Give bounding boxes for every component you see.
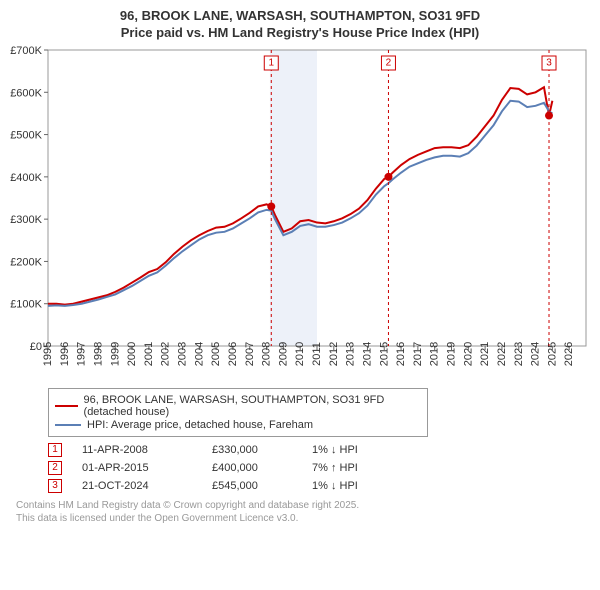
svg-text:2026: 2026 xyxy=(563,342,575,366)
svg-text:2012: 2012 xyxy=(328,342,340,366)
marker-number: 3 xyxy=(48,479,62,493)
title-line1: 96, BROOK LANE, WARSASH, SOUTHAMPTON, SO… xyxy=(8,8,592,25)
svg-text:2014: 2014 xyxy=(361,342,373,366)
svg-text:1996: 1996 xyxy=(59,342,71,366)
price-chart: £0 £100K £200K £300K £400K £500K £600K £700K 199… xyxy=(8,46,592,386)
svg-text:2013: 2013 xyxy=(345,342,357,366)
svg-text:2007: 2007 xyxy=(244,342,256,366)
credit-text: Contains HM Land Registry data © Crown c… xyxy=(16,499,592,525)
svg-text:£300K: £300K xyxy=(10,214,42,226)
svg-text:2001: 2001 xyxy=(143,342,155,366)
legend-label-series1: 96, BROOK LANE, WARSASH, SOUTHAMPTON, SO… xyxy=(84,394,421,418)
svg-text:2003: 2003 xyxy=(177,342,189,366)
svg-text:2018: 2018 xyxy=(429,342,441,366)
svg-text:2021: 2021 xyxy=(479,342,491,366)
svg-text:2017: 2017 xyxy=(412,342,424,366)
marker-row: 2 01-APR-2015 £400,000 7% ↑ HPI xyxy=(48,461,592,475)
svg-text:3: 3 xyxy=(546,57,552,68)
svg-text:£100K: £100K xyxy=(10,298,42,310)
marker-date: 11-APR-2008 xyxy=(82,444,192,456)
svg-text:£0: £0 xyxy=(30,341,42,353)
legend-label-series2: HPI: Average price, detached house, Fare… xyxy=(87,419,313,431)
marker-number: 2 xyxy=(48,461,62,475)
svg-text:£700K: £700K xyxy=(10,46,42,57)
svg-text:2009: 2009 xyxy=(277,342,289,366)
marker-date: 01-APR-2015 xyxy=(82,462,192,474)
svg-text:1995: 1995 xyxy=(42,342,54,366)
svg-text:2010: 2010 xyxy=(294,342,306,366)
marker-price: £330,000 xyxy=(212,444,292,456)
svg-text:1: 1 xyxy=(268,57,274,68)
svg-text:2025: 2025 xyxy=(546,342,558,366)
svg-text:2024: 2024 xyxy=(530,342,542,366)
svg-text:£400K: £400K xyxy=(10,172,42,184)
svg-text:2: 2 xyxy=(386,57,392,68)
marker-price: £400,000 xyxy=(212,462,292,474)
svg-text:£500K: £500K xyxy=(10,129,42,141)
legend-line-series2 xyxy=(55,424,81,426)
svg-text:1998: 1998 xyxy=(92,342,104,366)
svg-text:1997: 1997 xyxy=(76,342,88,366)
svg-text:2016: 2016 xyxy=(395,342,407,366)
marker-table: 1 11-APR-2008 £330,000 1% ↓ HPI 2 01-APR… xyxy=(48,443,592,493)
marker-date: 21-OCT-2024 xyxy=(82,480,192,492)
marker-row: 1 11-APR-2008 £330,000 1% ↓ HPI xyxy=(48,443,592,457)
svg-text:2002: 2002 xyxy=(160,342,172,366)
svg-text:2011: 2011 xyxy=(311,342,323,366)
svg-text:2023: 2023 xyxy=(513,342,525,366)
legend-line-series1 xyxy=(55,405,78,407)
marker-price: £545,000 xyxy=(212,480,292,492)
svg-text:2008: 2008 xyxy=(261,342,273,366)
svg-text:1999: 1999 xyxy=(109,342,121,366)
svg-text:2005: 2005 xyxy=(210,342,222,366)
marker-change: 1% ↓ HPI xyxy=(312,480,392,492)
title-line2: Price paid vs. HM Land Registry's House … xyxy=(8,25,592,42)
svg-text:2020: 2020 xyxy=(462,342,474,366)
svg-text:2004: 2004 xyxy=(193,342,205,366)
marker-change: 7% ↑ HPI xyxy=(312,462,392,474)
marker-row: 3 21-OCT-2024 £545,000 1% ↓ HPI xyxy=(48,479,592,493)
legend: 96, BROOK LANE, WARSASH, SOUTHAMPTON, SO… xyxy=(48,388,428,437)
svg-text:£600K: £600K xyxy=(10,87,42,99)
svg-text:£200K: £200K xyxy=(10,256,42,268)
svg-text:2019: 2019 xyxy=(446,342,458,366)
marker-change: 1% ↓ HPI xyxy=(312,444,392,456)
marker-number: 1 xyxy=(48,443,62,457)
svg-text:2000: 2000 xyxy=(126,342,138,366)
svg-text:2006: 2006 xyxy=(227,342,239,366)
svg-text:2022: 2022 xyxy=(496,342,508,366)
